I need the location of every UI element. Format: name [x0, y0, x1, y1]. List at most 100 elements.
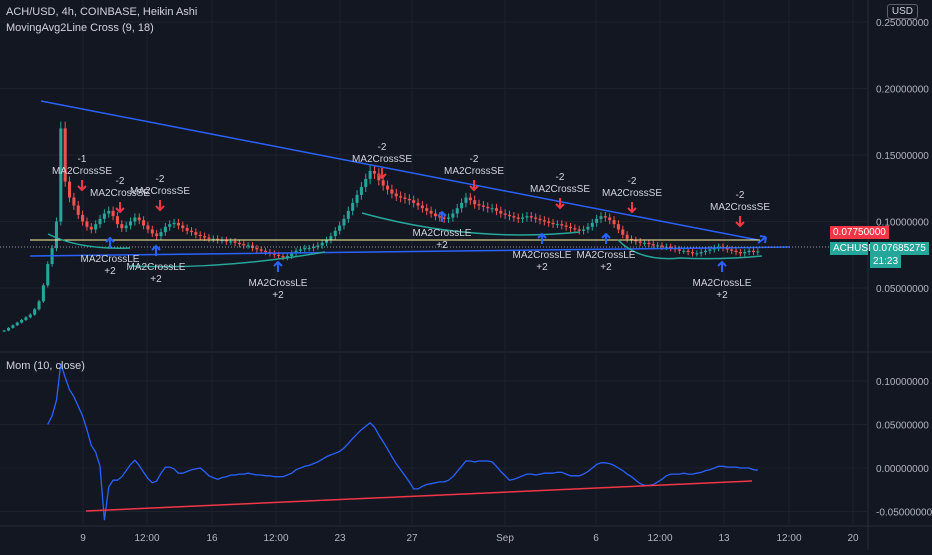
time-axis-label: Sep [496, 533, 514, 544]
short-signal-label: MA2CrossSE [352, 154, 412, 165]
candle-body [473, 200, 477, 205]
candle-body [712, 248, 716, 250]
long-signal-qty: +2 [272, 290, 284, 301]
price-axis[interactable]: 0.25000000 0.20000000 0.15000000 0.10000000… [876, 18, 929, 295]
candle-body [442, 217, 446, 219]
candle-body [307, 248, 311, 250]
candle-body [507, 214, 512, 217]
candle-body [181, 225, 185, 229]
candle-body [730, 249, 734, 251]
candle-body [512, 216, 516, 218]
momentum-axis[interactable]: 0.10000000 0.05000000 0.00000000 -0.0500000… [876, 377, 932, 519]
candle-body [216, 238, 220, 241]
candle-body [756, 251, 760, 253]
candle-body [163, 226, 167, 233]
momentum-axis-label: -0.05000000 [876, 508, 932, 519]
candle-body [608, 217, 612, 221]
candle-body [651, 244, 655, 246]
upper-trendline[interactable] [40, 100, 759, 241]
candle-body [568, 226, 573, 229]
strategy-legend[interactable]: MovingAvg2Line Cross (9, 18) [6, 22, 154, 34]
short-signal-label: MA2CrossSE [90, 188, 150, 199]
short-signal-qty: -2 [628, 176, 637, 187]
candle-body [220, 240, 224, 242]
candle-body [150, 229, 154, 234]
short-signal-qty: -1 [78, 154, 87, 165]
candle-body [573, 228, 577, 230]
candle-body [316, 245, 320, 247]
candle-body [272, 253, 276, 255]
candle-body [76, 205, 80, 215]
time-axis[interactable]: 9 12:00 16 12:00 23 27 Sep 6 12:00 13 12:00 20 [80, 533, 859, 544]
candle-body [338, 225, 342, 231]
long-signal-label: MA2CrossLE [513, 250, 572, 261]
candle-body [629, 238, 634, 241]
time-axis-label: 12:00 [647, 533, 672, 544]
candle-body [246, 245, 250, 247]
candle-body [425, 208, 429, 211]
candle-body [390, 189, 394, 194]
candle-body [24, 317, 28, 320]
candle-body [41, 285, 45, 302]
price-axis-label: 0.05000000 [876, 284, 929, 295]
candle-body [203, 236, 207, 238]
candle-body [111, 210, 115, 217]
candle-body [33, 309, 37, 315]
currency-badge[interactable]: USD [886, 4, 918, 19]
ma-curve [47, 233, 131, 249]
long-signal-arrow-icon [273, 260, 283, 272]
candles [2, 121, 760, 332]
candle-body [285, 256, 289, 258]
short-signal-qty: -2 [470, 154, 479, 165]
candle-body [446, 217, 451, 219]
candle-body [582, 229, 586, 231]
candle-body [189, 230, 194, 233]
candle-body [89, 226, 93, 230]
candle-body [172, 222, 176, 225]
symbol-tag: ACHUSD [830, 242, 875, 255]
momentum-trendline[interactable] [85, 480, 753, 512]
candle-body [403, 197, 407, 199]
candle-body [438, 216, 442, 218]
time-axis-label: 23 [334, 533, 346, 544]
candle-body [107, 210, 111, 214]
short-signal-qty: -2 [556, 172, 565, 183]
long-signal-label: MA2CrossLE [127, 262, 186, 273]
current-price-tag: 0.07685275 [870, 242, 929, 255]
time-axis-label: 27 [406, 533, 418, 544]
symbol-legend[interactable]: ACH/USD, 4h, COINBASE, Heikin Ashi [6, 6, 198, 18]
long-signal-label: MA2CrossLE [249, 278, 308, 289]
time-axis-label: 12:00 [776, 533, 801, 544]
momentum-legend[interactable]: Mom (10, close) [6, 360, 85, 372]
candle-body [643, 242, 647, 244]
candle-body [120, 224, 124, 229]
ma-curve [129, 251, 326, 268]
candle-body [660, 245, 664, 247]
candle-body [294, 250, 298, 254]
candle-body [259, 249, 263, 251]
candle-body [464, 197, 468, 203]
candle-body [603, 216, 607, 218]
candle-body [647, 242, 651, 245]
candle-body [621, 229, 625, 235]
candle-body [460, 202, 464, 209]
short-signal-qty: -2 [378, 142, 387, 153]
short-signal-label: MA2CrossSE [130, 186, 190, 197]
candle-body [677, 249, 681, 251]
candle-body [407, 198, 411, 201]
long-signal-qty: +2 [716, 290, 728, 301]
candle-body [494, 208, 498, 211]
candle-body [451, 213, 455, 218]
short-signal-arrow-icon [469, 180, 479, 192]
price-axis-label: 0.15000000 [876, 151, 929, 162]
candle-body [211, 238, 215, 240]
lower-trendline[interactable] [29, 246, 791, 257]
candle-body [377, 173, 381, 181]
candle-body [133, 217, 137, 222]
candle-body [146, 225, 150, 230]
candle-body [224, 240, 228, 242]
candle-body [37, 301, 41, 310]
candle-body [699, 252, 703, 254]
